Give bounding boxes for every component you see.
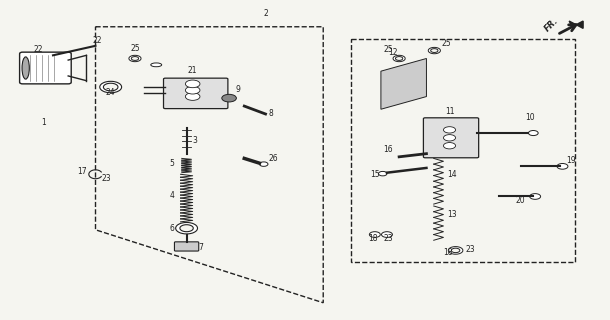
Text: 25: 25	[384, 45, 393, 54]
Polygon shape	[381, 59, 426, 109]
FancyBboxPatch shape	[423, 118, 479, 158]
Text: 17: 17	[77, 167, 87, 176]
Text: 12: 12	[389, 48, 398, 57]
Text: 7: 7	[199, 244, 204, 252]
Circle shape	[443, 135, 456, 141]
Text: 21: 21	[188, 66, 198, 75]
FancyBboxPatch shape	[163, 78, 228, 108]
Text: 18: 18	[443, 248, 453, 257]
Text: 23: 23	[384, 234, 393, 243]
Text: 14: 14	[448, 171, 458, 180]
Text: 26: 26	[268, 154, 278, 163]
Text: 4: 4	[170, 191, 174, 200]
Text: 10: 10	[525, 113, 534, 122]
Text: 25: 25	[442, 39, 451, 48]
Text: 15: 15	[370, 171, 379, 180]
Circle shape	[528, 131, 538, 136]
Circle shape	[443, 142, 456, 149]
Circle shape	[378, 172, 387, 176]
Circle shape	[259, 162, 268, 166]
Polygon shape	[569, 21, 583, 28]
Circle shape	[185, 86, 200, 94]
Text: 22: 22	[93, 36, 102, 44]
Ellipse shape	[151, 63, 162, 67]
Text: 3: 3	[193, 136, 198, 145]
Circle shape	[370, 232, 380, 237]
Text: 8: 8	[268, 108, 273, 117]
Circle shape	[222, 94, 237, 102]
Text: 5: 5	[170, 159, 174, 168]
Text: 1: 1	[41, 118, 46, 127]
Circle shape	[381, 232, 392, 237]
Text: 6: 6	[170, 224, 174, 233]
Text: 18: 18	[368, 234, 378, 243]
Text: 2: 2	[263, 9, 268, 18]
Text: 23: 23	[102, 174, 111, 183]
Text: 13: 13	[448, 210, 458, 219]
Text: 16: 16	[384, 145, 393, 154]
Circle shape	[443, 127, 456, 133]
Text: 24: 24	[106, 88, 115, 97]
Ellipse shape	[22, 57, 29, 79]
Text: 20: 20	[515, 196, 525, 205]
Text: 19: 19	[566, 156, 576, 165]
FancyBboxPatch shape	[174, 242, 199, 251]
FancyBboxPatch shape	[20, 52, 71, 84]
Circle shape	[529, 194, 540, 199]
Text: 25: 25	[130, 44, 140, 52]
Text: 23: 23	[466, 245, 476, 254]
Circle shape	[185, 80, 200, 88]
Text: 11: 11	[445, 107, 454, 116]
Text: 9: 9	[235, 85, 240, 94]
Circle shape	[185, 93, 200, 100]
Circle shape	[557, 164, 568, 169]
Text: 22: 22	[33, 45, 43, 54]
Text: FR.: FR.	[543, 16, 560, 34]
